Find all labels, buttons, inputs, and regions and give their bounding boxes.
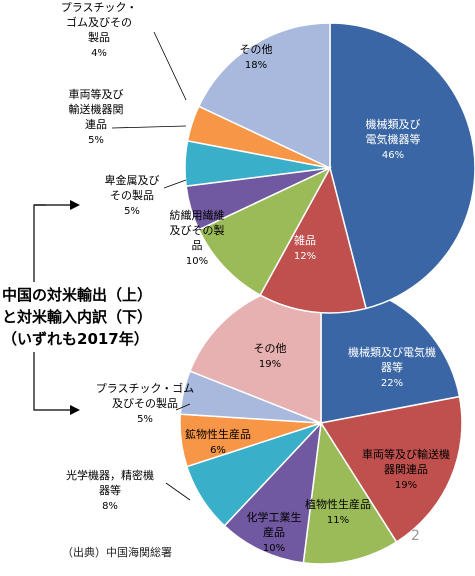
slice-name: 製品 bbox=[88, 30, 110, 44]
pie-slice bbox=[259, 165, 367, 314]
slice-percent: 8% bbox=[102, 501, 118, 512]
slice-label: 化学工業生産品 10% bbox=[247, 510, 302, 554]
slice-name: 車両等及び bbox=[69, 87, 124, 101]
slice-percent: 10% bbox=[186, 256, 208, 267]
slice-label: 車両等及び輸送機器関連品 19% bbox=[362, 447, 450, 491]
slice-label: プラスチック・ゴム及びその製品 4% bbox=[61, 1, 138, 59]
slice-name: 品 bbox=[192, 239, 203, 252]
slice-name: その他 bbox=[240, 43, 273, 56]
leader-line bbox=[111, 125, 187, 129]
slice-name: 光学機器，精密機 bbox=[66, 468, 154, 482]
slice-percent: 5% bbox=[88, 135, 104, 146]
slice-percent: 10% bbox=[263, 543, 285, 554]
slice-name: 連品 bbox=[85, 117, 107, 131]
slice-percent: 11% bbox=[327, 515, 349, 526]
leader-line bbox=[165, 482, 191, 501]
slice-name: その他 bbox=[254, 342, 287, 355]
slice-label: 紡織用繊維及びその製品 10% bbox=[170, 208, 225, 267]
slice-label: その他 18% bbox=[240, 43, 273, 71]
slice-name: 鉱物性生産品 bbox=[185, 427, 251, 441]
pie-chart-exports: 機械類及び電気機器等 46% 雑品 12% 紡織用繊維及びその製品 10% 卑金属及びその製… bbox=[61, 1, 475, 314]
main-title: 中国の対米輸出（上） と対米輸入内訳（下） （いずれも2017年） bbox=[2, 284, 202, 350]
slice-percent: 46% bbox=[382, 150, 404, 161]
leader-line bbox=[175, 403, 191, 411]
page-number: 2 bbox=[411, 528, 420, 544]
pie-slice bbox=[319, 395, 463, 544]
slice-percent: 6% bbox=[210, 445, 226, 456]
slice-name: プラスチック・ bbox=[61, 1, 138, 14]
slice-name: 輸送機器関 bbox=[69, 102, 124, 116]
slice-label: 植物性生産品 11% bbox=[305, 497, 371, 526]
slice-percent: 18% bbox=[245, 60, 267, 71]
pie-slice bbox=[302, 420, 398, 565]
slice-percent: 4% bbox=[91, 48, 107, 59]
slice-name: 及びその製品 bbox=[112, 396, 178, 410]
slice-label: 機械類及び電気機器等 22% bbox=[348, 345, 436, 389]
connector-arrows bbox=[33, 204, 74, 411]
pie-slice bbox=[329, 22, 475, 310]
slice-name: ゴム及びその bbox=[66, 15, 132, 29]
slice-percent: 19% bbox=[395, 480, 417, 491]
slice-percent: 22% bbox=[381, 378, 403, 389]
source-note: （出典）中国海関総署 bbox=[62, 546, 172, 559]
slice-name: 器等 bbox=[381, 360, 403, 374]
slice-label: 車両等及び輸送機器関連品 5% bbox=[69, 87, 124, 146]
slice-name: 植物性生産品 bbox=[305, 497, 371, 511]
slice-name: 化学工業生 bbox=[247, 510, 302, 524]
slice-name: その製品 bbox=[110, 188, 154, 202]
arrow-heads bbox=[70, 200, 80, 415]
slice-name: 産品 bbox=[263, 526, 285, 539]
slice-name: 紡織用繊維 bbox=[170, 208, 225, 222]
slice-name: 電気機器等 bbox=[366, 132, 421, 146]
slice-label: 光学機器，精密機器等 8% bbox=[66, 468, 154, 512]
pie-slice bbox=[197, 22, 331, 170]
main-title-line: （いずれも2017年） bbox=[2, 330, 149, 348]
slice-name: 器等 bbox=[99, 483, 121, 497]
slice-percent: 19% bbox=[259, 359, 281, 370]
slice-label: プラスチック・ゴム及びその製品 5% bbox=[96, 381, 195, 425]
slice-label: 鉱物性生産品 6% bbox=[185, 427, 251, 456]
pie-chart-imports: 機械類及び電気機器等 22%車両等及び輸送機器関連品 19%植物性生産品 11%化学工… bbox=[66, 281, 463, 565]
slice-name: 及びその製 bbox=[170, 223, 225, 237]
pie-slice bbox=[197, 166, 332, 297]
slice-name: 機械類及び電気機 bbox=[348, 345, 436, 359]
slice-percent: 5% bbox=[137, 414, 153, 425]
slice-percent: 12% bbox=[294, 251, 316, 262]
slice-name: プラスチック・ゴム bbox=[96, 381, 195, 395]
slice-label: 卑金属及びその製品 5% bbox=[105, 173, 160, 217]
slice-label: 機械類及び電気機器等 46% bbox=[366, 117, 421, 161]
slice-label: その他 19% bbox=[254, 342, 287, 370]
main-title-line: と対米輸入内訳（下） bbox=[2, 308, 153, 326]
leader-line bbox=[163, 179, 187, 189]
main-title-line: 中国の対米輸出（上） bbox=[2, 286, 153, 304]
slice-name: 卑金属及び bbox=[105, 173, 160, 187]
slice-name: 雑品 bbox=[294, 233, 316, 247]
slice-name: 器関連品 bbox=[384, 462, 428, 476]
slice-name: 機械類及び bbox=[366, 117, 421, 131]
slice-percent: 5% bbox=[124, 206, 140, 217]
slice-name: 車両等及び輸送機 bbox=[362, 447, 450, 461]
slice-label: 雑品 12% bbox=[294, 233, 316, 262]
pie-slice bbox=[223, 420, 323, 564]
leader-line bbox=[153, 31, 187, 101]
